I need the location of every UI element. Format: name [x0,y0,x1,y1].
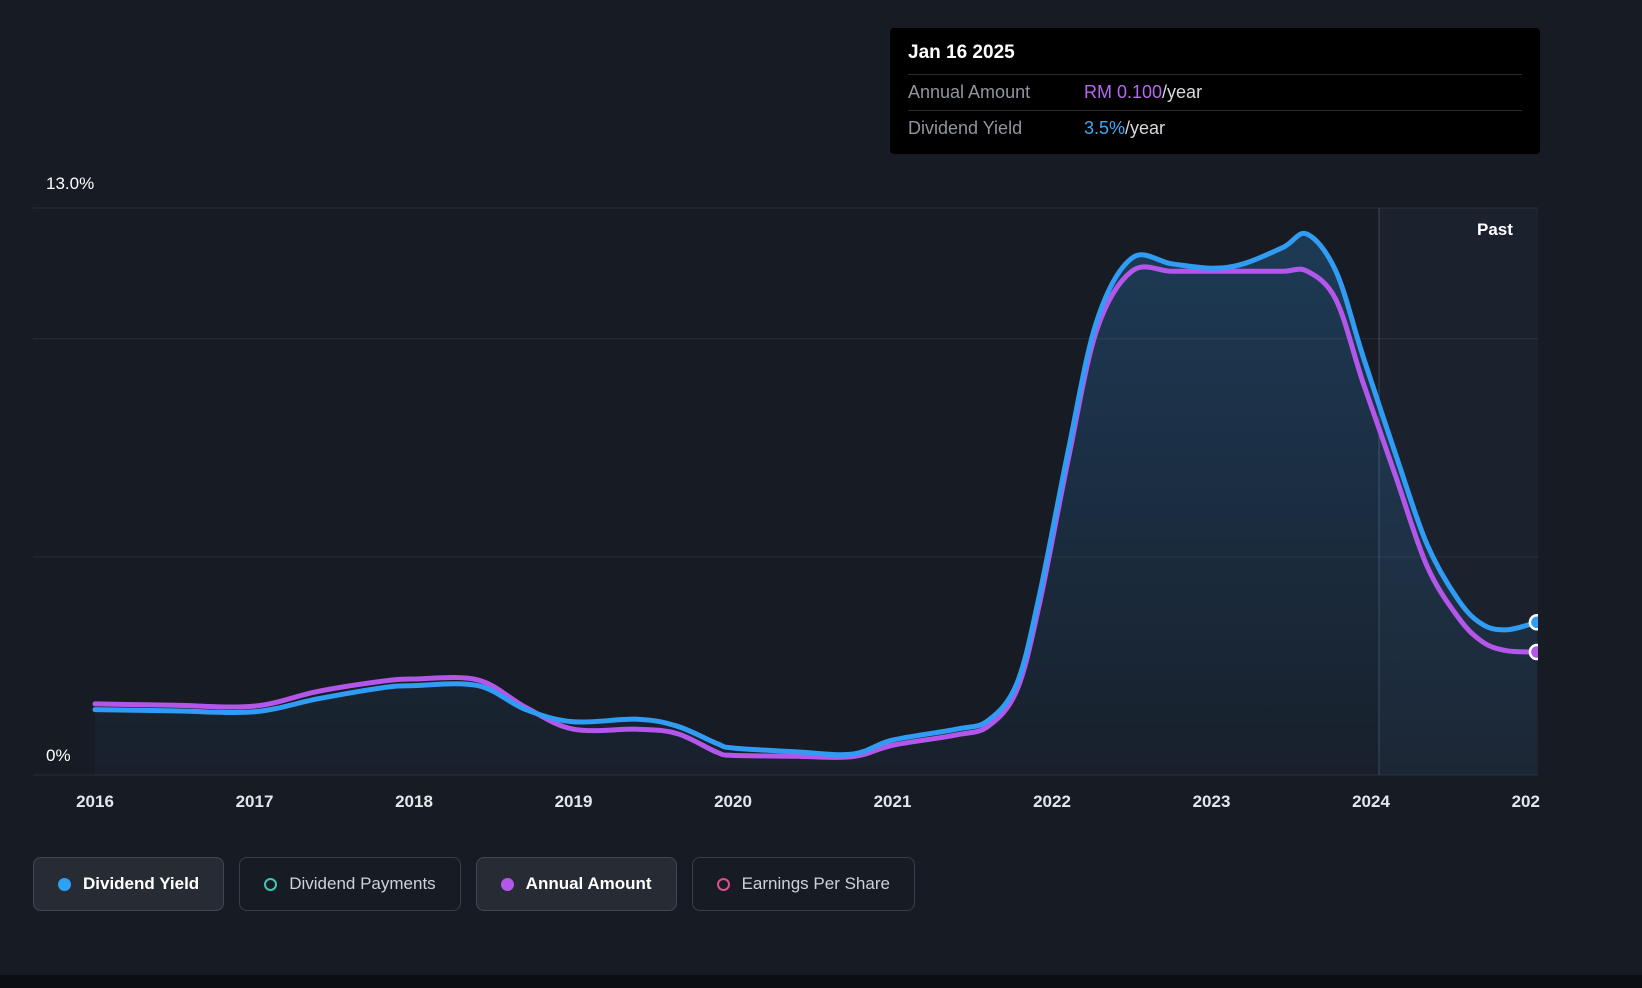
open-circle-icon [716,877,730,891]
chart-tooltip: Jan 16 2025 Annual Amount RM 0.100/year Di… [890,28,1540,154]
tooltip-row: Dividend Yield 3.5%/year [908,110,1522,146]
x-axis-label: 2016 [76,792,114,811]
tooltip-row-value: 3.5% [1084,118,1126,138]
y-axis-max-label: 13.0% [46,174,95,193]
legend-label: Annual Amount [525,874,652,893]
legend-item-dividend-payments[interactable]: Dividend Payments [239,857,461,911]
x-axis-label: 2020 [714,792,752,811]
x-axis-label: 2022 [1033,792,1071,811]
x-axis-label: 2019 [554,792,593,811]
legend: Dividend Yield Dividend Payments Annual Am… [33,857,915,911]
tooltip-row-value: RM 0.100 [1084,82,1163,102]
legend-item-dividend-yield[interactable]: Dividend Yield [33,857,225,911]
open-circle-icon [264,877,278,891]
filled-circle-icon [500,877,514,891]
x-axis-label: 2021 [873,792,912,811]
tooltip-row-label: Annual Amount [908,82,1031,102]
x-axis-label: 2025 [1511,792,1540,811]
x-axis-label: 2023 [1192,792,1231,811]
tooltip-date: Jan 16 2025 [908,42,1015,63]
x-axis-label: 2018 [395,792,433,811]
x-axis-label: 2017 [235,792,274,811]
x-axis-label: 2024 [1352,792,1390,811]
tooltip-row-suffix: /year [1125,118,1166,138]
annual-amount-end-dot [1528,643,1538,661]
tooltip-row-label: Dividend Yield [908,118,1023,138]
bottom-bar [0,975,1642,988]
dividend-yield-end-dot [1528,614,1538,631]
tooltip-rows: Annual Amount RM 0.100/year Dividend Yield… [908,74,1522,146]
legend-label: Dividend Payments [289,874,436,893]
tooltip-row: Annual Amount RM 0.100/year [908,74,1522,110]
legend-item-annual-amount[interactable]: Annual Amount [475,857,677,911]
legend-item-earnings-per-share[interactable]: Earnings Per Share [691,857,915,911]
tooltip-row-suffix: /year [1162,82,1203,102]
legend-label: Earnings Per Share [741,874,890,893]
x-axis: 2016 2017 2018 2019 2020 2021 2022 2023 2024 2025 [0,792,1540,820]
past-label: Past [1477,220,1513,239]
legend-label: Dividend Yield [83,874,200,893]
filled-circle-icon [58,877,71,891]
y-axis-min-label: 0% [46,746,71,765]
